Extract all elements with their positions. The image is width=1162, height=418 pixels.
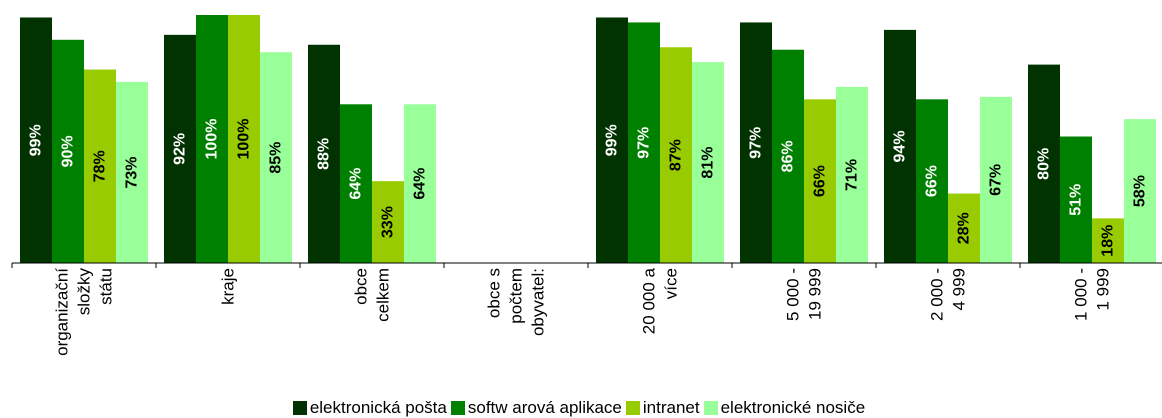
data-label: 86% — [780, 140, 797, 172]
x-tick-label: organizační — [53, 268, 72, 356]
x-tick-label: obce s — [485, 268, 504, 318]
data-label: 99% — [604, 124, 621, 156]
data-label: 94% — [892, 130, 909, 162]
data-label: 90% — [60, 135, 77, 167]
bar-s3-c7 — [1124, 119, 1156, 263]
legend-label: elektronické nosiče — [720, 398, 866, 417]
chart-legend: elektronická pošta softw arová aplikace in… — [0, 398, 1162, 418]
bar-s2-c7 — [1092, 218, 1124, 263]
data-label: 97% — [748, 127, 765, 159]
bar-s0-c2 — [308, 44, 340, 264]
x-tick-label: celkem — [374, 268, 393, 322]
x-tick-label: 1 000 - — [1072, 268, 1091, 321]
x-tick-label: počtem — [507, 268, 526, 324]
bar-chart: 99% 92% 88% 99% 97% 94% 80% 90% 100% 64% 97% 86% 66%… — [11, 15, 1162, 356]
bar-s2-c0 — [84, 69, 116, 263]
bar-s2-c5 — [804, 99, 836, 263]
legend-swatch — [450, 401, 465, 415]
legend-item: elektronická pošta — [292, 398, 447, 418]
bar-s0-c6 — [884, 29, 916, 263]
data-label: 99% — [28, 124, 45, 156]
data-label: 28% — [956, 212, 973, 244]
data-label: 64% — [412, 168, 429, 200]
bar-s0-c4 — [596, 17, 628, 264]
legend-swatch — [292, 401, 307, 415]
bar-s1-c1 — [196, 15, 228, 263]
data-label: 88% — [316, 138, 333, 170]
bar-s0-c0 — [20, 17, 52, 264]
bar-s1-c4 — [628, 22, 660, 263]
legend-item: intranet — [625, 398, 700, 418]
data-label: 100% — [204, 119, 221, 160]
x-tick-label: obce — [352, 268, 371, 305]
bar-s3-c0 — [116, 81, 148, 264]
x-tick-label: státu — [97, 268, 116, 305]
data-label: 64% — [348, 168, 365, 200]
bar-s2-c1 — [228, 15, 260, 263]
bar-s3-c5 — [836, 86, 868, 263]
legend-label: elektronická pošta — [309, 398, 447, 417]
data-label: 33% — [380, 206, 397, 238]
bar-s1-c2 — [340, 104, 372, 263]
x-tick-label: 1 999 — [1094, 268, 1113, 311]
bar-s1-c5 — [772, 49, 804, 263]
data-label: 80% — [1036, 148, 1053, 180]
x-tick-label: 20 000 a — [640, 267, 659, 334]
data-label: 66% — [812, 165, 829, 197]
bar-s0-c5 — [740, 22, 772, 263]
x-tick-label: kraje — [219, 268, 238, 305]
data-label: 100% — [236, 119, 253, 160]
bar-s3-c1 — [260, 52, 292, 264]
legend-swatch — [625, 401, 640, 415]
bar-s3-c2 — [404, 104, 436, 263]
bar-s2-c2 — [372, 181, 404, 263]
bar-s0-c1 — [164, 34, 196, 264]
x-tick-label: více — [662, 268, 681, 299]
bar-s1-c6 — [916, 99, 948, 263]
legend-label: softw arová aplikace — [467, 398, 622, 417]
bar-s1-c7 — [1060, 136, 1092, 263]
x-tick-label: 4 999 — [950, 268, 969, 311]
x-tick-label: 19 999 — [806, 268, 825, 320]
data-label: 81% — [700, 147, 717, 179]
data-label: 51% — [1068, 184, 1085, 216]
bar-s2-c4 — [660, 47, 692, 263]
data-label: 58% — [1132, 175, 1149, 207]
bar-s3-c6 — [980, 96, 1012, 263]
x-tick-label: 2 000 - — [928, 268, 947, 321]
data-label: 97% — [636, 127, 653, 159]
x-tick-label: obyvatel: — [529, 268, 548, 336]
data-label: 92% — [172, 133, 189, 165]
legend-swatch — [703, 401, 718, 415]
x-tick-label: 5 000 - — [784, 268, 803, 321]
bar-s1-c0 — [52, 39, 84, 263]
data-label: 87% — [668, 139, 685, 171]
data-label: 71% — [844, 159, 861, 191]
legend-item: elektronické nosiče — [703, 398, 866, 418]
x-tick-label: složky — [75, 268, 94, 316]
data-label: 85% — [268, 142, 285, 174]
bar-s2-c6 — [948, 193, 980, 263]
legend-label: intranet — [642, 398, 700, 417]
legend-item: softw arová aplikace — [450, 398, 622, 418]
data-label: 67% — [988, 164, 1005, 196]
bar-s3-c4 — [692, 62, 724, 264]
data-label: 73% — [124, 156, 141, 188]
data-label: 66% — [924, 165, 941, 197]
data-label: 18% — [1100, 225, 1117, 257]
bar-s0-c7 — [1028, 64, 1060, 263]
data-label: 78% — [92, 150, 109, 182]
